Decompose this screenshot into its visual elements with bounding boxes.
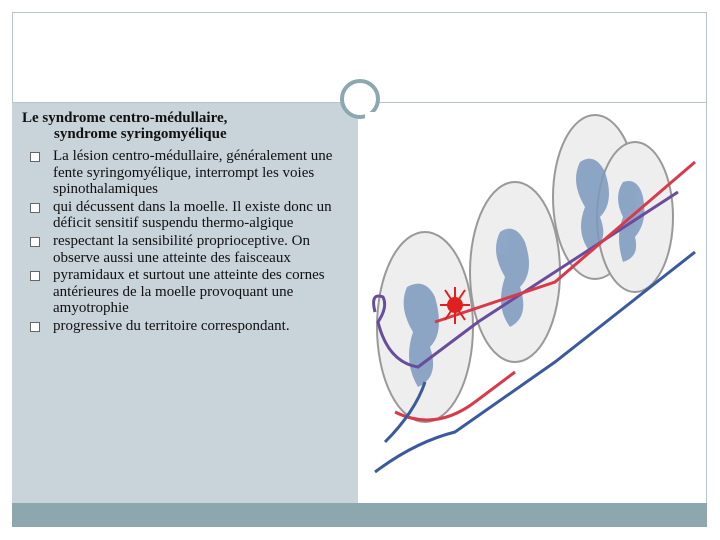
spinal-cord-illustration <box>365 112 705 495</box>
bullet: qui décussent dans la moelle. Il existe … <box>30 199 340 232</box>
ornament-circle <box>340 79 380 119</box>
title-line: syndrome syringomyélique <box>54 126 227 142</box>
footer-bar <box>12 503 707 527</box>
text-panel <box>12 103 358 503</box>
title-line: Le syndrome centro-médullaire, <box>22 110 228 126</box>
bullet: La lésion centro-médullaire, généralemen… <box>30 148 340 198</box>
lesion-marker <box>447 297 463 313</box>
bullet-list: La lésion centro-médullaire, généralemen… <box>30 148 340 336</box>
bullet: progressive du territoire correspondant. <box>30 318 340 335</box>
bullet: pyramidaux et surtout une atteinte des c… <box>30 267 340 317</box>
slide-title: Le syndrome centro-médullaire, syndrome … <box>22 110 352 142</box>
bullet: respectant la sensibilité proprioceptive… <box>30 233 340 266</box>
